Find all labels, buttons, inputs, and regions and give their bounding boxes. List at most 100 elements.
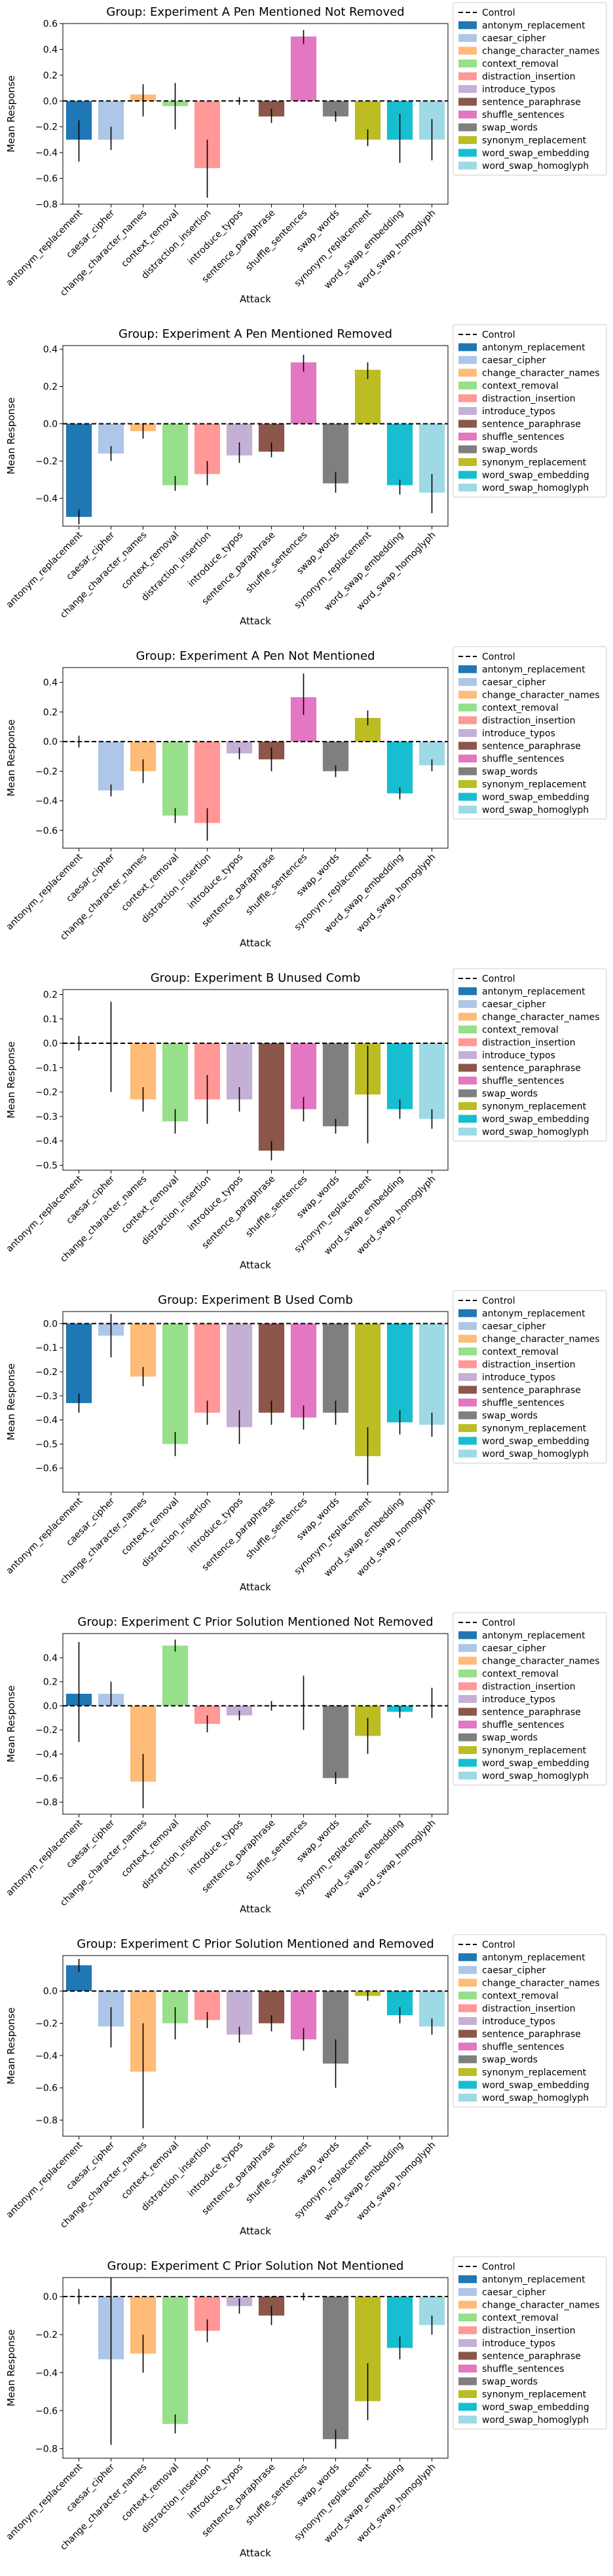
- y-tick-label: 0.4: [43, 345, 58, 355]
- legend-item: synonym_replacement: [482, 135, 587, 146]
- x-tick-label: introduce_typos: [186, 530, 245, 589]
- chart-title: Group: Experiment A Pen Mentioned Remove…: [119, 327, 392, 341]
- legend-swatch: [458, 1012, 477, 1021]
- y-tick-label: 0.0: [43, 420, 58, 430]
- plot-frame: [62, 1955, 449, 2137]
- y-tick-label: −0.4: [35, 1136, 58, 1147]
- chart-title: Group: Experiment C Prior Solution Menti…: [77, 1937, 434, 1951]
- y-tick-label: −0.4: [35, 148, 58, 158]
- legend-swatch: [458, 1708, 477, 1716]
- x-tick-label: shuffle_sentences: [244, 852, 309, 918]
- legend-item: word_swap_homoglyph: [482, 161, 589, 171]
- legend-item: word_swap_embedding: [482, 1437, 589, 1447]
- legend-frame: [453, 968, 607, 1141]
- x-tick-label: introduce_typos: [186, 1174, 245, 1233]
- legend-swatch: [458, 2068, 477, 2076]
- legend-item: caesar_cipher: [482, 2287, 546, 2298]
- plot-frame: [62, 2277, 449, 2459]
- legend-swatch: [458, 2030, 477, 2038]
- x-tick-label: context_removal: [119, 2140, 181, 2202]
- x-axis-label: Attack: [240, 293, 271, 305]
- y-tick-label: −0.2: [35, 122, 58, 133]
- legend-item: caesar_cipher: [482, 1643, 546, 1654]
- y-tick-label: 0.4: [43, 45, 58, 55]
- y-tick-label: −0.8: [35, 200, 58, 210]
- x-tick-label: context_removal: [119, 1174, 181, 1236]
- y-tick-label: −0.6: [35, 174, 58, 185]
- chart-3: Group: Experiment A Pen Not Mentioned −0.…: [5, 646, 607, 949]
- legend-swatch: [458, 2377, 477, 2386]
- legend-swatch: [458, 471, 477, 479]
- y-tick-label: 0.0: [43, 1701, 58, 1711]
- legend-item: distraction_insertion: [482, 716, 576, 726]
- y-tick-label: 0.0: [43, 96, 58, 107]
- legend: Control antonym_replacement caesar_cipherc…: [453, 2, 607, 175]
- legend-swatch: [458, 382, 477, 389]
- legend-swatch: [458, 704, 477, 711]
- legend-item: Control: [482, 2262, 515, 2272]
- legend-swatch: [458, 806, 477, 814]
- legend-swatch: [458, 755, 477, 762]
- legend-item: distraction_insertion: [482, 2004, 576, 2014]
- legend-item: sentence_paraphrase: [482, 2030, 581, 2040]
- legend-swatch: [458, 2275, 477, 2283]
- legend-item: caesar_cipher: [482, 355, 546, 366]
- legend-item: synonym_replacement: [482, 457, 587, 468]
- x-tick-label: context_removal: [119, 208, 181, 270]
- y-tick-label: 0.0: [43, 2292, 58, 2302]
- plot-frame: [62, 1311, 449, 1493]
- legend-swatch: [458, 458, 477, 466]
- legend-swatch: [458, 678, 477, 686]
- y-tick-label: −0.2: [35, 2330, 58, 2340]
- legend-swatch: [458, 356, 477, 364]
- legend-item: caesar_cipher: [482, 1321, 546, 1332]
- legend-swatch: [458, 60, 477, 67]
- legend-frame: [453, 646, 607, 819]
- legend-swatch: [458, 1102, 477, 1110]
- legend-swatch: [458, 2326, 477, 2334]
- bar-context_removal: [162, 1043, 189, 1122]
- x-axis-label: Attack: [240, 2225, 271, 2237]
- legend-swatch: [458, 767, 477, 776]
- legend-swatch: [458, 1721, 477, 1728]
- bar-swap_words: [322, 1706, 349, 1778]
- y-tick-label: 0.2: [43, 1677, 58, 1688]
- legend-swatch: [458, 1089, 477, 1098]
- bar-context_removal: [162, 1645, 189, 1706]
- legend-item: sentence_paraphrase: [482, 98, 581, 108]
- legend-swatch: [458, 1000, 477, 1008]
- legend-swatch: [458, 343, 477, 351]
- y-tick-label: −0.4: [35, 796, 58, 807]
- legend-swatch: [458, 1670, 477, 1677]
- legend-swatch: [458, 34, 477, 42]
- legend-item: antonym_replacement: [482, 1631, 585, 1641]
- y-tick-label: 0.0: [43, 737, 58, 747]
- legend-swatch: [458, 2004, 477, 2012]
- legend-swatch: [458, 407, 477, 415]
- legend-swatch: [458, 1038, 477, 1046]
- y-tick-label: −0.4: [35, 2051, 58, 2062]
- bar-context_removal: [162, 1323, 189, 1444]
- legend-item: sentence_paraphrase: [482, 1708, 581, 1718]
- legend-item: word_swap_homoglyph: [482, 2093, 589, 2103]
- legend-swatch: [458, 2300, 477, 2309]
- legend-item: swap_words: [482, 445, 538, 456]
- y-tick-label: −0.8: [35, 2444, 58, 2454]
- legend-swatch: [458, 2365, 477, 2372]
- legend-item: change_character_names: [482, 1012, 600, 1023]
- y-tick-label: −0.1: [35, 1063, 58, 1073]
- legend-item: Control: [482, 652, 515, 662]
- x-tick-label: introduce_typos: [186, 1818, 245, 1877]
- legend-item: word_swap_embedding: [482, 793, 589, 803]
- legend-item: synonym_replacement: [482, 779, 587, 790]
- plot-frame: [62, 23, 449, 205]
- y-tick-label: −0.6: [35, 2083, 58, 2094]
- legend-frame: [453, 324, 607, 497]
- legend-swatch: [458, 1746, 477, 1754]
- legend-item: antonym_replacement: [482, 21, 585, 31]
- legend-swatch: [458, 1759, 477, 1767]
- chart-title: Group: Experiment A Pen Not Mentioned: [136, 649, 375, 663]
- x-tick-label: shuffle_sentences: [244, 1496, 309, 1562]
- legend-swatch: [458, 2314, 477, 2321]
- legend-item: word_swap_homoglyph: [482, 805, 589, 815]
